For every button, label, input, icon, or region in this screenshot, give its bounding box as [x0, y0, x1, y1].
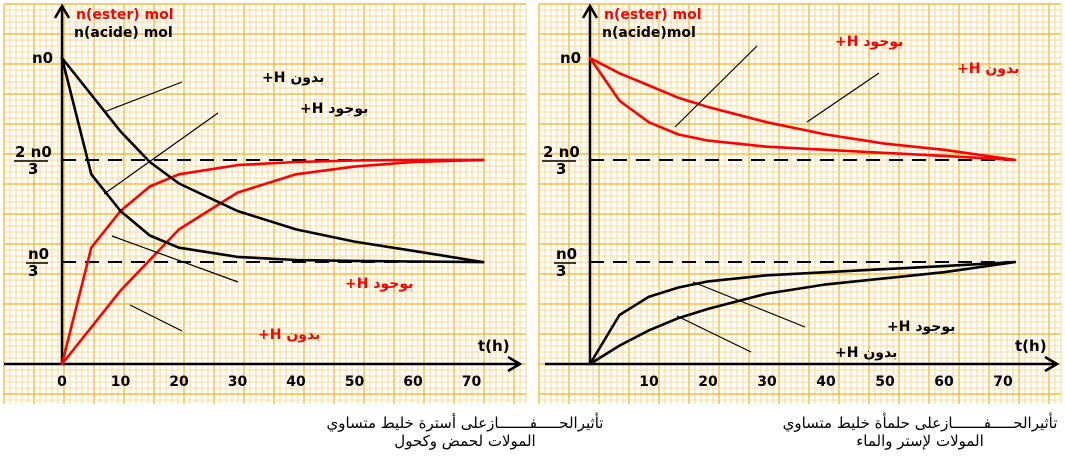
left-ytick-n0-3-num: n0 — [28, 245, 49, 263]
left-ytick-n0: n0 — [32, 49, 53, 67]
right-ylabel-acide: n(acide)mol — [602, 25, 696, 41]
right-xtick-30: 30 — [757, 374, 777, 390]
left-annotation-pointer-3 — [129, 304, 183, 332]
left-xlabel: t(h) — [478, 337, 510, 355]
right-xtick-10: 10 — [639, 374, 659, 390]
right-xtick-20: 20 — [698, 374, 718, 390]
caption-esterification-line2: المولات لحمض وكحول — [394, 432, 536, 450]
caption-esterification: تأثيرالحـــــفـــــــازعلى أسترة خليط مت… — [300, 414, 630, 450]
left-xtick-60: 60 — [403, 374, 423, 390]
right-annotation-1: بدون H+ — [957, 61, 1019, 77]
right-ylabel-ester: n(ester) mol — [604, 7, 702, 23]
caption-hydrolysis-line2: المولات لإستر والماء — [856, 432, 984, 450]
left-annotation-pointer-0 — [103, 81, 183, 113]
left-ylabel-ester: n(ester) mol — [76, 7, 174, 23]
caption-esterification-line1: تأثيرالحـــــفـــــــازعلى أسترة خليط مت… — [326, 414, 604, 432]
right-series-acide-2 — [588, 260, 1017, 366]
right-series-acide-3 — [588, 260, 1017, 366]
left-series-ester-1 — [60, 158, 485, 366]
left-ytick-2n0-num: 2 n0 — [15, 143, 52, 161]
left-series-ester-0 — [60, 158, 485, 366]
left-ytick-n0-3-den: 3 — [28, 262, 38, 280]
caption-hydrolysis-line1: تأثيرالحـــــفـــــــازعلى حلمأة خليط مت… — [782, 414, 1058, 432]
right-annotation-pointer-0 — [674, 45, 758, 128]
right-xlabel: t(h) — [1015, 337, 1047, 355]
left-background — [0, 0, 530, 412]
right-series-ester-0 — [588, 56, 1017, 162]
left-xtick-50: 50 — [345, 374, 365, 390]
right-annotation-2: بوجود H+ — [887, 319, 955, 335]
left-annotation-pointer-1 — [103, 112, 219, 195]
left-xtick-70: 70 — [462, 374, 482, 390]
right-xtick-40: 40 — [816, 374, 836, 390]
left-x-axis-arrow — [507, 355, 523, 373]
right-ytick-n0-3-den: 3 — [556, 262, 566, 280]
left-xtick-20: 20 — [169, 374, 189, 390]
right-annotation-pointer-3 — [676, 315, 752, 353]
right-xtick-60: 60 — [934, 374, 954, 390]
right-annotation-3: بدون H+ — [835, 345, 897, 361]
right-xtick-70: 70 — [993, 374, 1013, 390]
right-ytick-2n0-num: 2 n0 — [543, 143, 580, 161]
left-y-axis-arrow — [53, 3, 71, 19]
right-ytick-2n0-den: 3 — [556, 160, 566, 178]
left-ytick-2n0-den: 3 — [28, 160, 38, 178]
right-annotation-pointer-1 — [806, 72, 880, 123]
right-series-ester-1 — [588, 56, 1017, 162]
chart-hydrolysis: n(ester) mol n(acide)mol t(h) n0 2 n0 3 n0 3 10 2… — [535, 0, 1065, 412]
left-annotation-pointer-2 — [111, 235, 239, 283]
left-annotation-0: بدون H+ — [262, 70, 324, 86]
left-series-acide-3 — [60, 56, 485, 264]
caption-hydrolysis: تأثيرالحـــــفـــــــازعلى حلمأة خليط مت… — [760, 414, 1065, 450]
left-xtick-40: 40 — [286, 374, 306, 390]
left-xtick-0: 0 — [57, 374, 67, 390]
right-x-axis-arrow — [1044, 355, 1060, 373]
right-annotation-pointer-2 — [692, 281, 806, 328]
left-xtick-30: 30 — [228, 374, 248, 390]
left-annotation-3: بدون H+ — [258, 327, 320, 343]
left-ylabel-acide: n(acide) mol — [74, 25, 173, 41]
left-annotation-1: بوجود H+ — [300, 101, 368, 117]
right-ytick-n0-3-num: n0 — [556, 245, 577, 263]
right-ytick-n0: n0 — [560, 49, 581, 67]
left-annotation-2: بوجود H+ — [345, 276, 413, 292]
right-annotation-0: بوجود H+ — [835, 34, 903, 50]
right-y-axis-arrow — [581, 3, 599, 19]
chart-esterification: n(ester) mol n(acide) mol t(h) n0 2 n0 3 n0 3 0 1… — [0, 0, 530, 412]
right-xtick-50: 50 — [875, 374, 895, 390]
left-xtick-10: 10 — [111, 374, 131, 390]
